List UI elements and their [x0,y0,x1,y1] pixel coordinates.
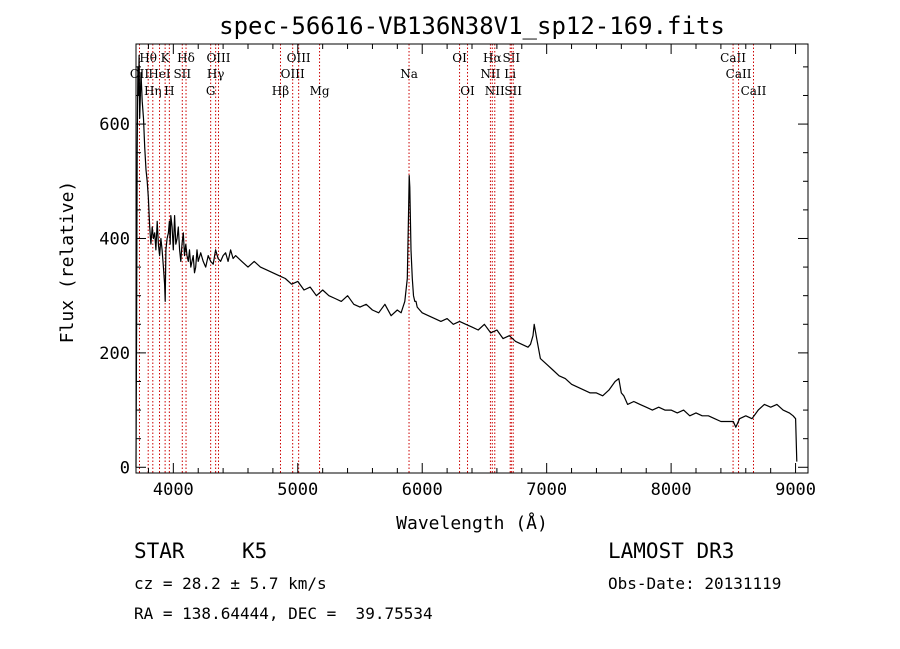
spectral-line-label: OIII [206,51,230,65]
survey-name: LAMOST DR3 [608,539,735,563]
redshift-readout: cz = 28.2 ± 5.7 km/s [134,574,327,593]
x-tick-label: 5000 [277,480,318,500]
coordinates: RA = 138.64444, DEC = 39.75534 [134,604,433,623]
x-tick-label: 6000 [402,480,443,500]
y-tick-label: 0 [120,458,130,478]
x-tick-label: 7000 [526,480,567,500]
chart-title: spec-56616-VB136N38V1_sp12-169.fits [219,12,725,40]
spectral-line-label: NII [480,67,500,81]
obs-date: Obs-Date: 20131119 [608,574,782,593]
spectral-line-label: CaII [726,67,752,81]
x-tick-label: 9000 [775,480,816,500]
x-tick-label: 8000 [651,480,692,500]
spectral-line-label: Hα [483,51,502,65]
object-subclass: K5 [242,539,268,563]
spectral-line-label: G [206,84,216,98]
plot-area [135,54,798,468]
spectral-line-label: CaII [741,84,767,98]
spectrum-line [135,54,798,468]
x-tick-label: 4000 [153,480,194,500]
x-axis-label: Wavelength (Å) [396,512,548,534]
spectral-line-markers: OIIHθHηHeIKHSIIHδGHγOIIIHβOIIIOIIIMgNaOI… [130,44,767,473]
spectral-line-label: SII [502,51,520,65]
y-tick-label: 600 [99,115,130,135]
spectral-line-label: SII [173,67,191,81]
spectral-line-label: Na [400,67,418,81]
y-axis-label: Flux (relative) [57,181,78,344]
plot-frame [135,43,809,474]
object-class: STAR [134,539,185,563]
spectral-line-label: CaII [720,51,746,65]
spectral-line-label: NII [485,84,505,98]
spectral-line-label: OIII [281,67,305,81]
spectral-line-label: Hθ [139,51,157,65]
y-tick-label: 200 [99,344,130,364]
spectral-line-label: Hη [144,84,162,98]
y-tick-label: 400 [99,229,130,249]
spectral-line-label: SII [504,84,522,98]
axes: 4000 5000 6000 7000 8000 9000 0 200 400 600 [99,43,816,500]
spectral-line-label: Hδ [177,51,195,65]
spectral-line-label: Hβ [272,84,289,98]
spectral-line-label: Hγ [207,67,225,81]
spectral-line-label: OIII [287,51,311,65]
spectral-line-label: K [161,51,171,65]
spectral-line-label: Mg [310,84,330,98]
spectral-line-label: HeI [148,67,171,81]
spectral-line-label: OI [460,84,475,98]
spectral-line-label: H [164,84,174,98]
spectral-line-label: OI [452,51,467,65]
spectral-line-label: Li [504,67,516,81]
